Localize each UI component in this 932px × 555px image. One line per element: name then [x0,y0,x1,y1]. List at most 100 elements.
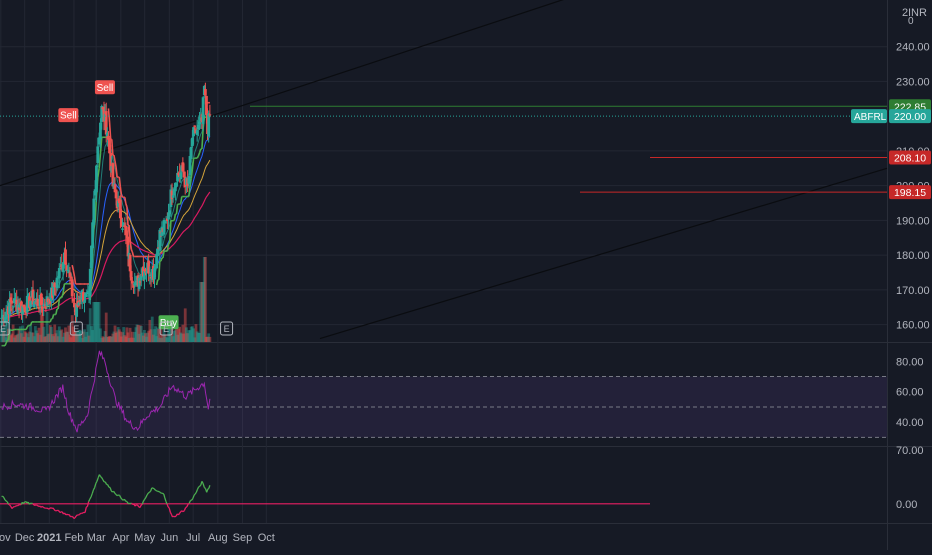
oscillator-segment [15,506,16,507]
candle-body [208,114,211,115]
supertrend-segment [26,327,27,329]
oscillator-segment [183,510,184,511]
price-axis-tick-label: 180.00 [896,250,930,262]
oscillator-segment [149,491,150,492]
candle-body [202,97,205,124]
oscillator-segment [148,492,149,493]
volume-bar [208,337,211,342]
price-axis-tick-label: 190.00 [896,215,930,227]
price-badge-label: 220.00 [894,111,926,123]
candle-body [71,279,74,296]
oscillator-segment [199,486,200,487]
supertrend-segment [52,314,53,318]
price-axis-tick-label: 170.00 [896,285,930,297]
supertrend-segment [200,149,201,153]
oscillator-segment [190,500,191,501]
oscillator-segment [47,508,48,509]
supertrend-segment [131,249,132,252]
oscillator-segment [153,488,154,489]
supertrend-segment [74,276,75,284]
price-axis-tick-label: 230.00 [896,76,930,88]
time-axis-tick-label: Jun [160,532,178,544]
oscillator-segment [194,494,195,495]
oscillator-segment [60,512,61,513]
supertrend-segment [169,242,170,244]
sell-signal-label: Sell [97,83,114,94]
oscillator-segment [200,485,201,486]
oscillator-segment [157,491,158,492]
time-axis-tick-label: Sep [233,532,253,544]
candle-body [12,306,15,307]
supertrend-segment [181,197,182,204]
candle-body [95,166,98,193]
earnings-marker-glyph: E [73,324,79,334]
oscillator-segment [163,493,164,494]
supertrend-segment [130,240,131,249]
oscillator-segment [58,510,59,511]
supertrend-segment [125,197,126,203]
time-axis[interactable]: NovDec2021FebMarAprMayJunJulAugSepOct [0,532,275,544]
price-badge-label: 198.15 [894,187,926,199]
earnings-marker-glyph: E [163,324,169,334]
oscillator-segment [18,505,19,506]
price-badge-label: 208.10 [894,153,926,165]
supertrend-segment [126,204,127,207]
oscillator-segment [168,507,169,508]
oscillator-segment [76,515,77,516]
oscillator-axis-tick-label: 0.00 [896,499,917,511]
supertrend-segment [72,265,73,270]
candle-body [58,268,61,278]
supertrend-segment [176,204,177,214]
supertrend-segment [73,270,74,276]
rsi-axis-tick-label: 80.00 [896,356,924,368]
time-axis-tick-label: Jul [186,532,200,544]
oscillator-segment [6,501,7,502]
supertrend-segment [13,329,14,330]
candle-body [96,146,99,163]
supertrend-segment [159,261,160,280]
oscillator-segment [188,503,189,504]
supertrend-segment [58,299,59,309]
supertrend-segment [119,177,120,187]
right-axis-top-tick-2: 0 [908,16,914,27]
rsi-axis-tick-label: 60.00 [896,387,924,399]
supertrend-segment [27,325,28,327]
price-axis-tick-label: 240.00 [896,42,930,54]
earnings-marker-glyph: E [224,324,230,334]
time-axis-tick-label: Aug [208,532,228,544]
oscillator-segment [160,492,161,493]
supertrend-segment [6,340,7,343]
time-axis-tick-label: May [134,532,155,544]
supertrend-segment [174,214,175,220]
oscillator-segment [8,504,9,505]
oscillator-segment [141,504,142,505]
supertrend-segment [31,322,32,325]
oscillator-axis-tick-label: 70.00 [896,445,924,457]
volume-bar [204,257,207,342]
supertrend-segment [127,207,128,225]
candle-body [190,147,193,159]
supertrend-segment [198,153,199,156]
supertrend-segment [56,309,57,315]
time-axis-tick-label: Oct [258,532,275,544]
oscillator-segment [135,505,136,506]
time-axis-tick-label: 2021 [37,532,61,544]
oscillator-segment [208,488,209,489]
supertrend-segment [197,156,198,158]
oscillator-segment [186,507,187,508]
oscillator-segment [54,509,55,510]
oscillator-segment [43,507,44,508]
candle-body [193,126,196,127]
supertrend-segment [108,108,109,122]
oscillator-segment [53,508,54,509]
ticker-badge-label: ABFRL [854,112,887,123]
price-axis-tick-label: 160.00 [896,320,930,332]
oscillator-segment [101,477,102,478]
supertrend-segment [112,139,113,155]
oscillator-segment [175,516,176,517]
oscillator-segment [82,513,83,514]
oscillator-segment [204,487,205,488]
supertrend-segment [120,187,121,195]
